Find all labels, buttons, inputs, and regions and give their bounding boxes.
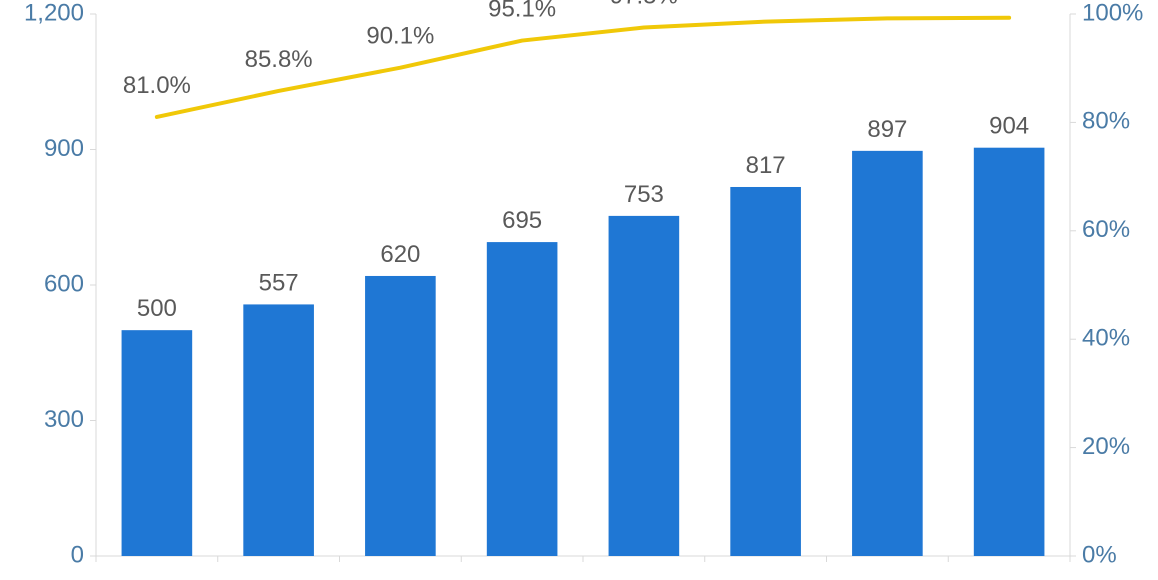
bar-value-label: 904 [989,113,1029,140]
line-value-label: 97.5% [610,0,678,10]
y-left-tick-label: 600 [44,270,84,297]
bar-value-label: 557 [259,269,299,296]
bar [365,276,436,556]
bar-value-label: 897 [867,116,907,143]
y-right-tick-label: 20% [1082,433,1130,460]
y-right-tick-label: 60% [1082,216,1130,243]
y-left-tick-label: 1,200 [24,0,84,26]
line-value-label: 90.1% [366,23,434,50]
y-right-tick-label: 80% [1082,108,1130,135]
bar-value-label: 753 [624,181,664,208]
y-left-tick-label: 300 [44,406,84,433]
bar-value-label: 817 [746,152,786,179]
bar-value-label: 500 [137,295,177,322]
y-left-tick-label: 900 [44,135,84,162]
bar [122,330,193,556]
line-value-label: 95.1% [488,0,556,23]
bar-value-label: 620 [380,241,420,268]
bar [243,304,314,556]
line-value-label: 81.0% [123,72,191,99]
y-left-tick-label: 0 [71,541,84,568]
combo-chart: 0 300 600 900 1,200 0% 20% 40% 60% 80% 100% 500 557 6… [0,0,1158,580]
bar [609,216,680,556]
bar [974,148,1045,556]
bar-value-label: 695 [502,207,542,234]
bar [730,187,801,556]
y-right-tick-label: 100% [1082,0,1143,26]
y-right-tick-label: 40% [1082,325,1130,352]
bar [852,151,923,556]
bar [487,242,558,556]
chart-svg: 0 300 600 900 1,200 0% 20% 40% 60% 80% 100% 500 557 6… [0,0,1158,580]
y-right-tick-label: 0% [1082,541,1117,568]
line-value-label: 85.8% [245,46,313,73]
line-value-label: 98.6% [732,0,800,4]
